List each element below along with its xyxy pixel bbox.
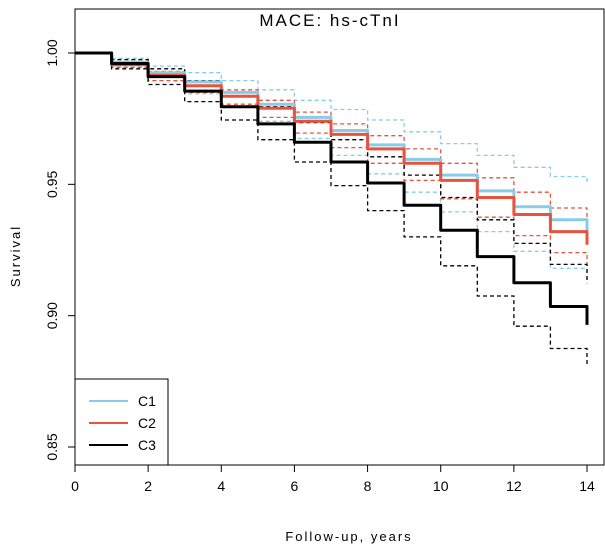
chart-title: MACE: hs-cTnI bbox=[259, 11, 400, 30]
y-axis-title: Survival bbox=[8, 225, 23, 287]
y-axis: 0.85 0.90 0.95 1.00 bbox=[44, 39, 75, 461]
x-tick-label: 4 bbox=[217, 478, 225, 494]
x-tick-label: 2 bbox=[144, 478, 152, 494]
y-tick-label: 1.00 bbox=[44, 39, 60, 66]
y-tick-label: 0.95 bbox=[44, 170, 60, 197]
legend-label: C2 bbox=[138, 415, 156, 431]
x-tick-label: 10 bbox=[433, 478, 449, 494]
y-tick-label: 0.85 bbox=[44, 433, 60, 460]
y-tick-label: 0.90 bbox=[44, 302, 60, 329]
series-c3-line bbox=[75, 51, 589, 325]
legend-label: C3 bbox=[138, 437, 156, 453]
legend: C1 C2 C3 bbox=[74, 378, 169, 466]
series-c3-ci-upper bbox=[75, 52, 588, 283]
x-axis-title: Follow-up, years bbox=[285, 529, 412, 544]
x-tick-label: 14 bbox=[579, 478, 595, 494]
series-layer bbox=[75, 51, 589, 367]
plot-frame bbox=[74, 8, 605, 466]
x-tick-label: 12 bbox=[506, 478, 522, 494]
x-tick-label: 8 bbox=[364, 478, 372, 494]
x-axis: 0 2 4 6 8 10 12 14 bbox=[71, 465, 595, 494]
x-tick-label: 0 bbox=[71, 478, 79, 494]
x-tick-label: 6 bbox=[291, 478, 299, 494]
series-c3-ci-lower bbox=[75, 52, 588, 367]
legend-label: C1 bbox=[138, 393, 156, 409]
